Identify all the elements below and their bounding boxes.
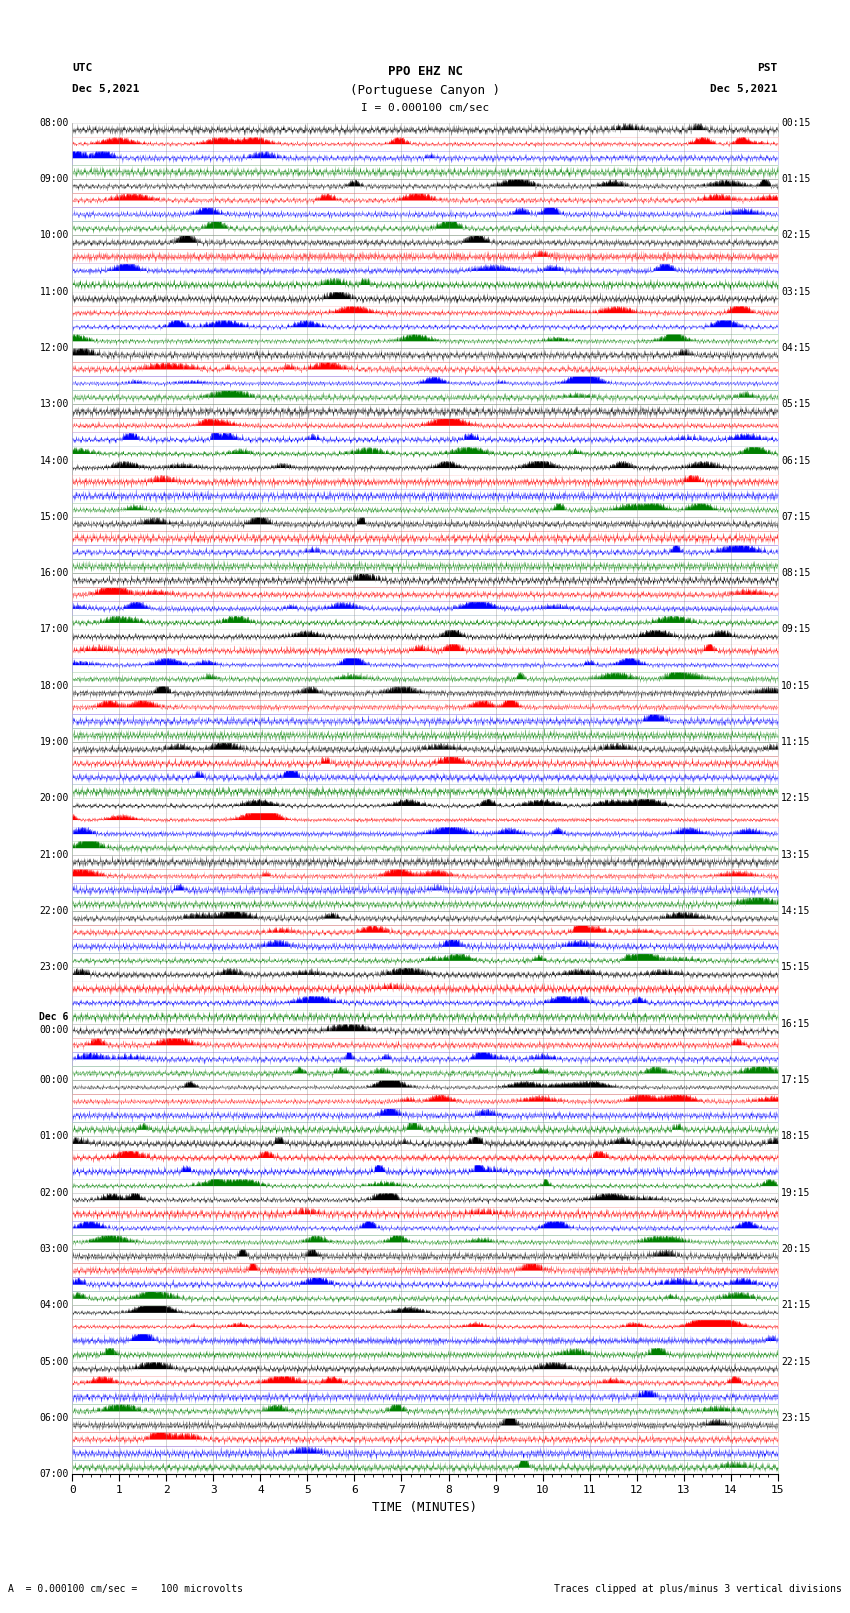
Text: 09:15: 09:15 xyxy=(781,624,811,634)
Text: UTC: UTC xyxy=(72,63,93,73)
Text: 10:15: 10:15 xyxy=(781,681,811,690)
Text: 06:15: 06:15 xyxy=(781,455,811,466)
Text: 16:15: 16:15 xyxy=(781,1019,811,1029)
Text: 20:00: 20:00 xyxy=(39,794,69,803)
Text: 13:15: 13:15 xyxy=(781,850,811,860)
Text: 05:00: 05:00 xyxy=(39,1357,69,1366)
Text: Traces clipped at plus/minus 3 vertical divisions: Traces clipped at plus/minus 3 vertical … xyxy=(553,1584,842,1594)
Text: 18:00: 18:00 xyxy=(39,681,69,690)
Text: 23:15: 23:15 xyxy=(781,1413,811,1423)
Text: Dec 5,2021: Dec 5,2021 xyxy=(711,84,778,94)
Text: PST: PST xyxy=(757,63,778,73)
Text: Dec 5,2021: Dec 5,2021 xyxy=(72,84,139,94)
Text: 17:00: 17:00 xyxy=(39,624,69,634)
Text: 23:00: 23:00 xyxy=(39,963,69,973)
Text: 21:15: 21:15 xyxy=(781,1300,811,1310)
Text: 11:00: 11:00 xyxy=(39,287,69,297)
Text: 02:00: 02:00 xyxy=(39,1187,69,1198)
Text: A  = 0.000100 cm/sec =    100 microvolts: A = 0.000100 cm/sec = 100 microvolts xyxy=(8,1584,243,1594)
Text: 21:00: 21:00 xyxy=(39,850,69,860)
X-axis label: TIME (MINUTES): TIME (MINUTES) xyxy=(372,1502,478,1515)
Text: (Portuguese Canyon ): (Portuguese Canyon ) xyxy=(350,84,500,97)
Text: 07:15: 07:15 xyxy=(781,511,811,523)
Text: 11:15: 11:15 xyxy=(781,737,811,747)
Text: 15:00: 15:00 xyxy=(39,511,69,523)
Text: 13:00: 13:00 xyxy=(39,398,69,410)
Text: 07:00: 07:00 xyxy=(39,1469,69,1479)
Text: 14:00: 14:00 xyxy=(39,455,69,466)
Text: 18:15: 18:15 xyxy=(781,1131,811,1142)
Text: 19:15: 19:15 xyxy=(781,1187,811,1198)
Text: 22:00: 22:00 xyxy=(39,907,69,916)
Text: 15:15: 15:15 xyxy=(781,963,811,973)
Text: Dec 6: Dec 6 xyxy=(39,1013,69,1023)
Text: 04:00: 04:00 xyxy=(39,1300,69,1310)
Text: 22:15: 22:15 xyxy=(781,1357,811,1366)
Text: 05:15: 05:15 xyxy=(781,398,811,410)
Text: 01:15: 01:15 xyxy=(781,174,811,184)
Text: 00:00: 00:00 xyxy=(39,1074,69,1086)
Text: 06:00: 06:00 xyxy=(39,1413,69,1423)
Text: 19:00: 19:00 xyxy=(39,737,69,747)
Text: 16:00: 16:00 xyxy=(39,568,69,577)
Text: I = 0.000100 cm/sec: I = 0.000100 cm/sec xyxy=(361,103,489,113)
Text: 12:00: 12:00 xyxy=(39,344,69,353)
Text: 00:00: 00:00 xyxy=(39,1026,69,1036)
Text: 00:15: 00:15 xyxy=(781,118,811,127)
Text: 08:00: 08:00 xyxy=(39,118,69,127)
Text: 01:00: 01:00 xyxy=(39,1131,69,1142)
Text: 02:15: 02:15 xyxy=(781,231,811,240)
Text: 20:15: 20:15 xyxy=(781,1244,811,1253)
Text: PPO EHZ NC: PPO EHZ NC xyxy=(388,65,462,77)
Text: 08:15: 08:15 xyxy=(781,568,811,577)
Text: 03:00: 03:00 xyxy=(39,1244,69,1253)
Text: 10:00: 10:00 xyxy=(39,231,69,240)
Text: 04:15: 04:15 xyxy=(781,344,811,353)
Text: 12:15: 12:15 xyxy=(781,794,811,803)
Text: 03:15: 03:15 xyxy=(781,287,811,297)
Text: 17:15: 17:15 xyxy=(781,1074,811,1086)
Text: 14:15: 14:15 xyxy=(781,907,811,916)
Text: 09:00: 09:00 xyxy=(39,174,69,184)
